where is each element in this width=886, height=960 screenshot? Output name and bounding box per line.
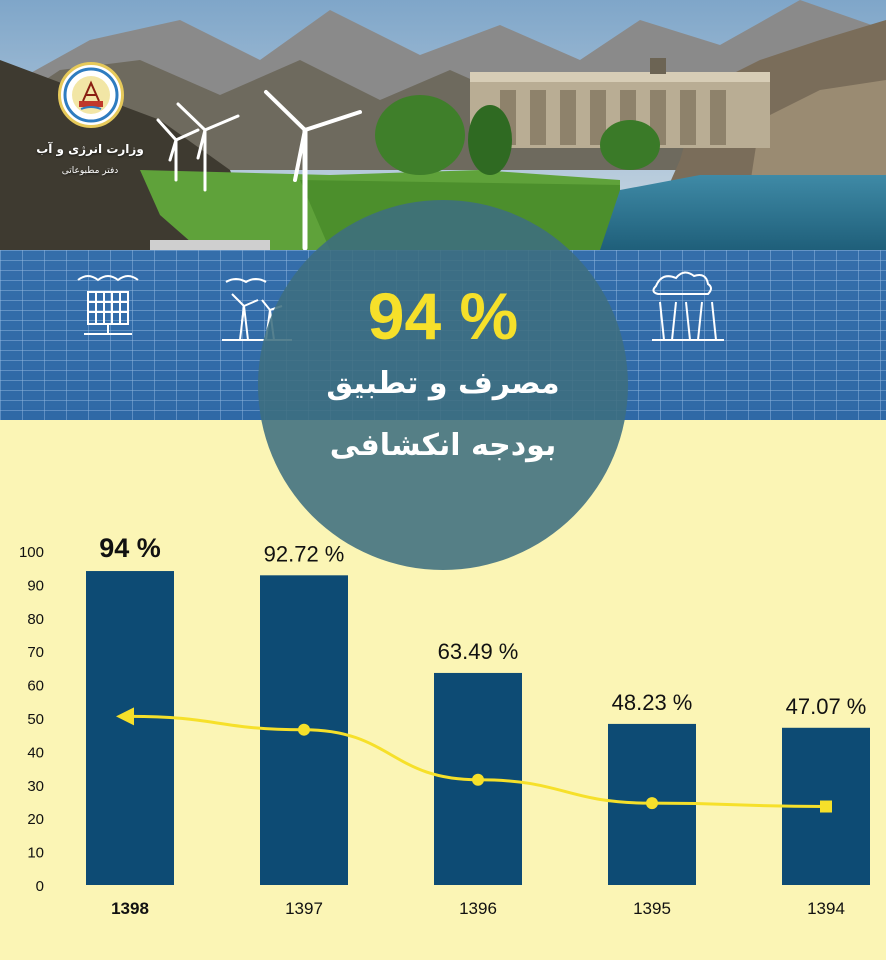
y-tick-label: 80 [27, 611, 44, 628]
data-label: 48.23 % [612, 690, 693, 715]
y-tick-label: 50 [27, 711, 44, 728]
ministry-emblem-icon [63, 67, 119, 123]
headline-circle [258, 200, 628, 570]
y-tick-label: 90 [27, 577, 44, 594]
x-tick-label: 1394 [807, 899, 845, 918]
x-tick-label: 1397 [285, 899, 323, 918]
trend-line-path [129, 714, 827, 809]
trend-point [472, 773, 484, 786]
headline-subtitle-line1: مصرف و تطبیق [326, 366, 560, 401]
landscape-banner [0, 0, 886, 250]
y-tick-label: 20 [27, 811, 44, 828]
bar-1396 [434, 672, 522, 885]
bar-1394 [782, 727, 870, 885]
trend-point [646, 797, 658, 810]
trend-line [116, 707, 832, 813]
y-tick-label: 30 [27, 778, 44, 795]
trend-arrow-head [116, 707, 134, 726]
factory-emissions-icon [652, 271, 724, 341]
headline-subtitle-line2: بودجه انکشافی [329, 428, 557, 463]
y-tick-label: 10 [27, 845, 44, 862]
ministry-logo [58, 62, 124, 128]
y-tick-label: 100 [19, 544, 44, 561]
solar-panel-icon [77, 275, 139, 335]
bar-1397 [260, 575, 348, 885]
x-tick-label: 1398 [111, 899, 149, 918]
ministry-name: وزارت انرژی و آب [36, 142, 144, 156]
data-label: 63.49 % [438, 639, 519, 664]
trend-point [298, 723, 310, 736]
headline-percentage: 94 % [367, 279, 519, 353]
bars [86, 571, 870, 885]
bar-1398 [86, 571, 174, 885]
office-name: دفتر مطبوعاتی [61, 166, 119, 176]
data-label: 92.72 % [264, 541, 345, 566]
y-axis: 0 10 20 30 40 50 60 70 80 90 100 [19, 544, 44, 895]
trend-end-marker [820, 800, 832, 813]
y-tick-label: 40 [27, 744, 44, 761]
landscape-illustration [0, 0, 886, 250]
x-axis: 1398 1397 1396 1395 1394 [111, 899, 845, 918]
y-tick-label: 0 [36, 878, 44, 895]
data-label: 47.07 % [786, 694, 867, 719]
x-tick-label: 1396 [459, 899, 497, 918]
data-label: 94 % [99, 533, 161, 563]
x-tick-label: 1395 [633, 899, 671, 918]
y-tick-label: 60 [27, 678, 44, 695]
y-tick-label: 70 [27, 644, 44, 661]
bar-1395 [608, 723, 696, 885]
